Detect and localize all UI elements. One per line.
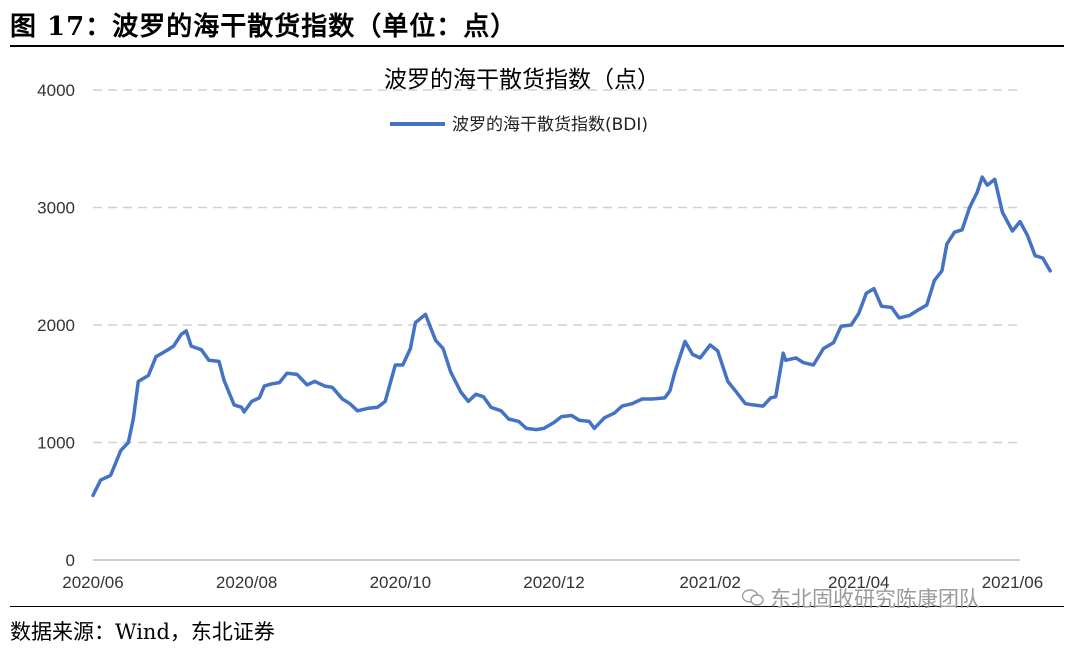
x-tick-label: 2020/10 <box>370 573 431 592</box>
y-tick-label: 1000 <box>37 434 75 453</box>
x-tick-label: 2021/02 <box>679 573 740 592</box>
figure-title: 图 17：波罗的海干散货指数（单位：点） <box>10 12 518 42</box>
x-tick-label: 2020/12 <box>523 573 584 592</box>
bottom-rule <box>10 606 1064 607</box>
watermark-text: 东北固收研究陈康团队 <box>770 587 980 611</box>
legend-label: 波罗的海干散货指数(BDI) <box>452 115 648 135</box>
y-tick-label: 2000 <box>37 316 75 335</box>
y-tick-label: 3000 <box>37 199 75 218</box>
y-tick-label: 4000 <box>37 81 75 100</box>
top-rule <box>10 45 1064 47</box>
x-tick-label: 2021/04 <box>828 573 889 592</box>
watermark: 东北固收研究陈康团队 <box>742 583 980 613</box>
chart-title: 波罗的海干散货指数（点） <box>384 67 660 93</box>
x-tick-label: 2020/06 <box>62 573 123 592</box>
bdi-line-chart: 0 1000 2000 3000 4000 2020/06 2020/08 2020/10 20… <box>37 67 1052 592</box>
wechat-icon <box>742 589 764 606</box>
y-tick-label: 0 <box>66 551 75 570</box>
data-source-note: 数据来源：Wind，东北证券 <box>10 620 275 644</box>
series-line-bdi <box>91 175 1052 498</box>
x-tick-label: 2021/06 <box>982 573 1043 592</box>
x-tick-label: 2020/08 <box>216 573 277 592</box>
